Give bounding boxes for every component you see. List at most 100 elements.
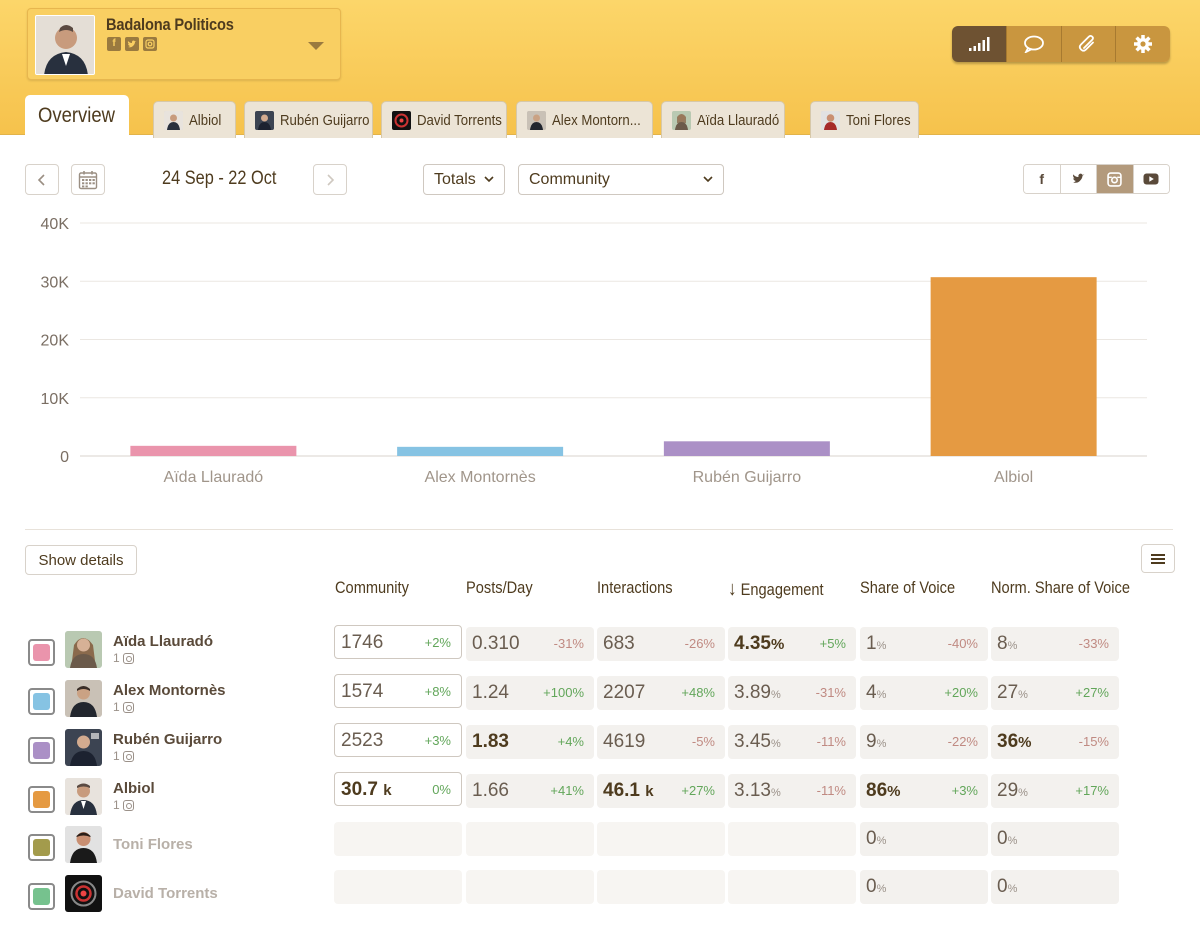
community-cell[interactable]: 1574 +8% [334, 674, 462, 708]
x-tick-label: Alex Montornès [425, 469, 536, 486]
account-selector[interactable]: Badalona Politicos f [27, 8, 341, 80]
series-color-swatch[interactable] [28, 786, 55, 813]
tab-toni-flores[interactable]: Toni Flores [810, 101, 919, 138]
instagram-icon [143, 37, 157, 51]
menu-icon [1151, 553, 1165, 564]
column-header-share-of-voice[interactable]: Share of Voice [860, 578, 956, 597]
aggregate-select[interactable]: Totals [423, 164, 505, 195]
avatar [65, 680, 102, 717]
table-row[interactable]: Rubén Guijarro 1 [28, 729, 328, 769]
calendar-icon [78, 170, 98, 189]
x-tick-label: Rubén Guijarro [693, 469, 802, 486]
instagram-icon [122, 799, 134, 811]
series-color-swatch[interactable] [28, 688, 55, 715]
y-tick-label: 40K [41, 216, 70, 233]
share-of-voice-cell: 1% -40% [860, 627, 988, 661]
settings-button[interactable] [1116, 26, 1170, 62]
community-cell[interactable]: 30.7 k 0% [334, 772, 462, 806]
previous-period-button[interactable] [25, 164, 59, 195]
engagement-cell: 3.45% -11% [728, 725, 856, 759]
bar-alex-montorn-s[interactable] [397, 446, 564, 456]
norm-share-of-voice-cell: 8% -33% [991, 627, 1119, 661]
avatar [392, 110, 411, 130]
tab-david-torrents[interactable]: David Torrents [381, 101, 507, 138]
norm-share-of-voice-cell: 36% -15% [991, 725, 1119, 759]
profile-account-count: 1 [113, 798, 134, 812]
engagement-cell: 4.35% +5% [728, 627, 856, 661]
facebook-icon: f [107, 37, 121, 51]
community-cell[interactable]: 2523 +3% [334, 723, 462, 757]
table-menu-button[interactable] [1141, 544, 1175, 573]
community-bar-chart: 0 10K 20K 30K 40K Aïda Llauradó Alex Montornès… [41, 216, 1147, 486]
tab-alex-montornes[interactable]: Alex Montorn... [516, 101, 653, 138]
avatar [255, 110, 274, 130]
profile-account-count: 1 [113, 700, 134, 714]
tab-aida-llaurado[interactable]: Aïda Llauradó [661, 101, 785, 138]
instagram-icon [1107, 171, 1122, 187]
next-period-button[interactable] [313, 164, 347, 195]
tab-albiol[interactable]: Albiol [153, 101, 236, 138]
y-tick-label: 10K [41, 391, 70, 408]
column-header-posts-day[interactable]: Posts/Day [466, 578, 533, 597]
interactions-cell: 4619 -5% [597, 725, 725, 759]
series-color-swatch[interactable] [28, 834, 55, 861]
avatar [821, 110, 840, 130]
tab-overview[interactable]: Overview [25, 95, 129, 136]
x-tick-label: Albiol [994, 469, 1033, 486]
show-details-button[interactable]: Show details [25, 545, 137, 575]
y-tick-label: 30K [41, 274, 70, 291]
table-row[interactable]: Albiol 1 [28, 778, 328, 818]
series-color-swatch[interactable] [28, 639, 55, 666]
table-row[interactable]: David Torrents [28, 875, 328, 915]
x-tick-label: Aïda Llauradó [164, 469, 264, 486]
account-avatar [35, 15, 95, 75]
bar-albiol[interactable] [930, 277, 1097, 456]
instagram-filter-button[interactable] [1097, 165, 1134, 193]
calendar-button[interactable] [71, 164, 105, 195]
series-color-swatch[interactable] [28, 737, 55, 764]
table-row[interactable]: Toni Flores [28, 826, 328, 866]
metric-select[interactable]: Community [518, 164, 724, 195]
instagram-icon [122, 701, 134, 713]
twitter-filter-button[interactable] [1060, 165, 1097, 193]
avatar [65, 875, 102, 912]
engagement-cell [728, 822, 856, 856]
youtube-icon [1143, 173, 1159, 185]
tab-ruben-guijarro[interactable]: Rubén Guijarro [244, 101, 373, 138]
column-header-interactions[interactable]: Interactions [597, 578, 673, 597]
posts-day-cell: 1.24 +100% [466, 676, 594, 710]
avatar [65, 826, 102, 863]
engagement-cell [728, 870, 856, 904]
community-cell[interactable]: 1746 +2% [334, 625, 462, 659]
table-row[interactable]: Alex Montornès 1 [28, 680, 328, 720]
youtube-filter-button[interactable] [1133, 165, 1169, 193]
column-header-engagement[interactable]: ↓ Engagement [728, 578, 824, 601]
chevron-down-icon[interactable] [308, 42, 324, 50]
profile-name[interactable]: Alex Montornès [113, 682, 226, 699]
aggregate-select-value: Totals [434, 170, 476, 188]
norm-share-of-voice-cell: 0% [991, 822, 1119, 856]
twitter-icon [125, 37, 139, 51]
stats-button[interactable] [952, 26, 1007, 62]
column-header-community[interactable]: Community [335, 578, 409, 597]
comments-button[interactable] [1006, 26, 1062, 62]
norm-share-of-voice-cell: 29% +17% [991, 774, 1119, 808]
chevron-left-icon [37, 173, 45, 186]
profile-name[interactable]: Aïda Llauradó [113, 633, 214, 650]
bar-rub-n-guijarro[interactable] [663, 441, 830, 456]
bar-a-da-llaurad-[interactable] [130, 445, 297, 456]
facebook-icon: f [1039, 171, 1045, 187]
column-header-norm-share-of-voice[interactable]: Norm. Share of Voice [991, 578, 1130, 597]
series-color-swatch[interactable] [28, 883, 55, 910]
metric-select-value: Community [529, 170, 610, 188]
facebook-filter-button[interactable]: f [1024, 165, 1061, 193]
table-row[interactable]: Aïda Llauradó 1 [28, 631, 328, 671]
profile-name[interactable]: Toni Flores [113, 836, 193, 853]
profile-name[interactable]: David Torrents [113, 885, 218, 902]
attachments-button[interactable] [1061, 26, 1117, 62]
profile-account-count: 1 [113, 749, 134, 763]
avatar [65, 631, 102, 668]
profile-name[interactable]: Albiol [113, 780, 155, 797]
share-of-voice-cell: 86% +3% [860, 774, 988, 808]
profile-name[interactable]: Rubén Guijarro [113, 731, 223, 748]
